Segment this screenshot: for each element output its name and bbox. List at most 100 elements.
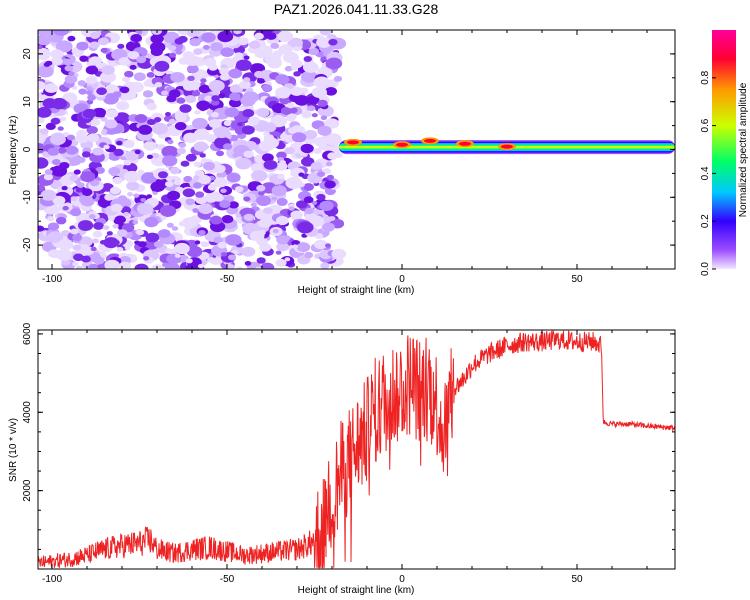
heatmap-signal-peak-core [459, 141, 471, 146]
heatmap-noise-cell [186, 64, 199, 74]
heatmap-noise-cell [207, 184, 217, 191]
heatmap-noise-cell [193, 161, 202, 167]
heatmap-noise-cell [88, 56, 102, 66]
heatmap-noise-cell [38, 107, 52, 118]
colorbar-tick-label: 0.0 [700, 262, 711, 276]
heatmap-noise-cell [151, 152, 160, 159]
heatmap-noise-cell [161, 145, 178, 158]
heatmap-noise-cell [176, 97, 186, 104]
heatmap-noise-cell [52, 159, 61, 166]
heatmap-noise-cell [285, 177, 303, 189]
colorbar-label: Normalized spectral amplitude [738, 82, 749, 217]
snr-y-tick-label: 2000 [22, 479, 33, 502]
colorbar-tick-label: 0.2 [700, 214, 711, 228]
heatmap-noise-cell [146, 154, 153, 159]
heatmap-noise-cell [178, 35, 188, 43]
heatmap-noise-cell [263, 160, 278, 170]
heatmap-noise-cell [50, 49, 64, 59]
heatmap-noise-cell [162, 155, 178, 167]
heatmap-noise-cell [145, 232, 160, 243]
heatmap-noise-cell [236, 266, 243, 269]
heatmap-noise-cell [184, 95, 196, 104]
heatmap-noise-cell [319, 30, 332, 36]
heatmap-noise-cell [239, 80, 251, 90]
snr-series-line [38, 330, 675, 569]
heatmap-noise-cell [326, 174, 334, 180]
heatmap-noise-cell [93, 222, 104, 230]
heatmap-noise-cell [320, 262, 330, 269]
heatmap-noise-cell [98, 112, 106, 118]
heatmap-noise-cell [251, 170, 268, 182]
heatmap-noise-cell [169, 167, 180, 175]
heatmap-noise-cell [175, 49, 183, 55]
heatmap-y-tick-label: 0 [22, 146, 33, 152]
heatmap-noise-cell [152, 190, 158, 195]
heatmap-noise-cell [110, 203, 123, 213]
heatmap-noise-cell [228, 68, 243, 79]
heatmap-noise-cell [235, 59, 252, 71]
heatmap-noise-cell [116, 140, 123, 146]
heatmap-noise-cell [136, 56, 147, 64]
heatmap-noise-cell [232, 153, 239, 158]
heatmap-noise-cell [169, 89, 181, 98]
heatmap-noise-cell [53, 30, 70, 36]
heatmap-noise-cell [331, 248, 347, 260]
heatmap-noise-cell [262, 153, 274, 162]
heatmap-noise-cell [256, 195, 272, 206]
heatmap-noise-cell [325, 133, 342, 146]
heatmap-noise-cell [173, 179, 181, 185]
heatmap-noise-cell [193, 141, 209, 152]
snr-frame [37, 329, 676, 570]
heatmap-noise-cell [112, 91, 122, 98]
heatmap-noise-cell [271, 185, 287, 197]
heatmap-x-label: Height of straight line (km) [298, 285, 415, 296]
colorbar-axis: 0.0 0.2 0.4 0.6 0.8 [700, 70, 716, 276]
heatmap-noise-cell [185, 153, 197, 162]
heatmap-noise-cell [196, 100, 211, 111]
heatmap-noise-cell [199, 153, 206, 158]
heatmap-noise-cell [219, 67, 230, 75]
heatmap-noise-cell [324, 180, 336, 189]
heatmap-noise-cell [209, 215, 223, 225]
heatmap-noise-cell [200, 241, 210, 248]
heatmap-noise-cell [258, 218, 271, 228]
heatmap-noise-cell [134, 263, 149, 269]
heatmap-noise-cell [263, 207, 273, 215]
heatmap-noise-cell [75, 181, 82, 186]
heatmap-noise-cell [150, 181, 165, 192]
heatmap-noise-cell [165, 112, 171, 117]
heatmap-noise-cell [217, 30, 234, 43]
heatmap-noise-cell [303, 56, 312, 62]
heatmap-noise-cell [144, 217, 159, 228]
heatmap-noise-cell [146, 194, 153, 199]
heatmap-noise-cell [178, 142, 187, 148]
heatmap-noise-cell [276, 173, 285, 180]
heatmap-noise-cell [204, 95, 213, 102]
heatmap-noise-cell [229, 92, 241, 101]
heatmap-noise-cell [68, 71, 75, 76]
heatmap-noise-cell [114, 215, 126, 224]
snr-x-tick-label: -50 [220, 574, 235, 585]
heatmap-noise-cell [211, 95, 220, 102]
snr-y-axis: 2000 4000 6000 [22, 322, 675, 550]
heatmap-y-tick-label: 20 [22, 48, 33, 60]
heatmap-noise-cell [133, 72, 146, 81]
heatmap-noise-cell [39, 128, 49, 135]
heatmap-noise-cell [272, 228, 279, 234]
heatmap-noise-cell [55, 249, 73, 261]
heatmap-noise-cell [208, 80, 225, 92]
heatmap-noise-cell [176, 147, 186, 155]
heatmap-noise-cell [301, 106, 307, 111]
heatmap-noise-cell [146, 102, 157, 111]
heatmap-noise-cell [64, 74, 78, 84]
heatmap-noise-cell [78, 220, 94, 231]
heatmap-noise-cell [284, 65, 293, 72]
heatmap-noise-cell [243, 213, 254, 221]
heatmap-noise-cell [127, 192, 133, 197]
heatmap-noise-cell [210, 42, 224, 52]
heatmap-noise-cell [122, 76, 130, 83]
heatmap-noise-cell [100, 116, 108, 122]
heatmap-noise-cell [129, 64, 137, 70]
heatmap-noise-cell [256, 257, 266, 264]
